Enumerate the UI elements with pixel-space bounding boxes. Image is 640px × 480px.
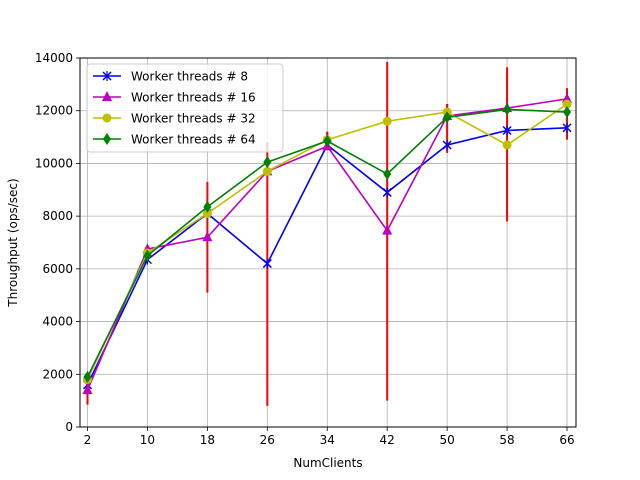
data-point <box>382 116 392 126</box>
series-lines <box>82 88 573 405</box>
data-point <box>382 224 393 235</box>
legend-item: Worker threads # 32 <box>93 112 256 126</box>
data-point <box>262 166 272 176</box>
x-tick-label: 10 <box>140 433 155 447</box>
y-ticks: 0 2000 4000 6000 8000 10000 12000 14000 <box>35 51 80 434</box>
data-point <box>202 209 212 219</box>
data-point <box>83 370 92 383</box>
legend-label: Worker threads # 16 <box>131 91 256 105</box>
y-tick-label: 0 <box>65 420 73 434</box>
data-point <box>562 99 572 109</box>
legend-box <box>86 63 284 153</box>
data-point <box>203 200 212 213</box>
data-point <box>143 249 152 262</box>
legend-label: Worker threads # 64 <box>131 133 256 147</box>
data-point <box>563 106 572 119</box>
data-point <box>443 111 452 124</box>
y-tick-label: 2000 <box>42 367 73 381</box>
legend-marker <box>102 91 112 101</box>
legend-item: Worker threads # 64 <box>93 133 256 147</box>
y-tick-label: 8000 <box>42 209 73 223</box>
legend-item: Worker threads # 8 <box>93 70 248 84</box>
x-tick-label: 50 <box>439 433 454 447</box>
data-point <box>503 103 512 116</box>
x-tick-label: 18 <box>200 433 215 447</box>
legend-marker <box>102 113 112 123</box>
data-point <box>502 140 512 150</box>
y-tick-label: 6000 <box>42 262 73 276</box>
x-tick-label: 58 <box>499 433 514 447</box>
x-tick-label: 42 <box>380 433 395 447</box>
data-point <box>82 384 93 395</box>
data-point <box>323 135 332 148</box>
series-diamond <box>83 103 572 383</box>
x-tick-label: 26 <box>260 433 275 447</box>
x-ticks: 2 10 18 26 34 42 50 58 66 <box>84 427 575 447</box>
y-tick-label: 4000 <box>42 315 73 329</box>
x-tick-label: 2 <box>84 433 92 447</box>
legend-label: Worker threads # 8 <box>131 70 248 84</box>
plot-frame <box>79 57 577 428</box>
y-tick-label: 10000 <box>35 156 73 170</box>
y-tick-label: 14000 <box>35 51 73 65</box>
x-tick-label: 66 <box>559 433 574 447</box>
legend-item: Worker threads # 16 <box>93 91 256 105</box>
data-point <box>383 167 392 180</box>
legend-marker <box>103 133 111 145</box>
y-axis-label: Throughput (ops/sec) <box>6 178 20 307</box>
x-tick-label: 34 <box>320 433 335 447</box>
data-point <box>562 92 573 103</box>
legend: Worker threads # 8 Worker threads # 16 Wor… <box>86 63 284 153</box>
legend-label: Worker threads # 32 <box>131 112 256 126</box>
data-point <box>202 231 213 242</box>
x-axis-label: NumClients <box>293 456 362 470</box>
y-tick-label: 12000 <box>35 104 73 118</box>
data-point <box>263 156 272 169</box>
